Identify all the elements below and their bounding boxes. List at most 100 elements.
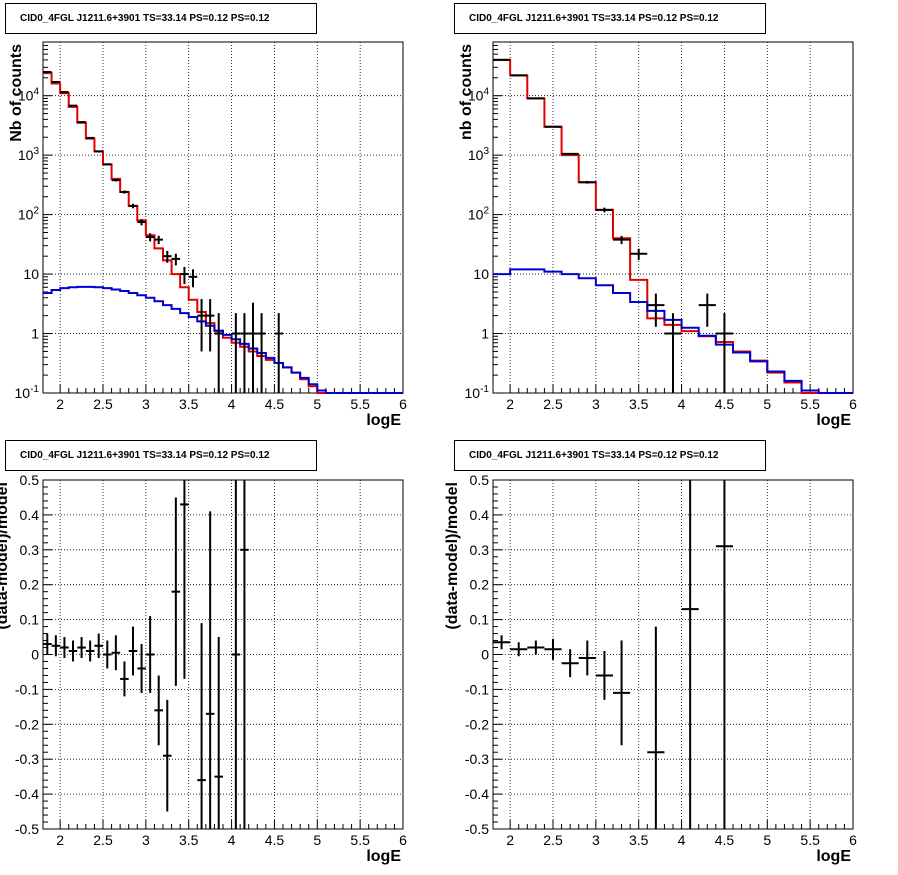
y-tick-label: 0.3 bbox=[470, 542, 490, 558]
y-tick-label: 103 bbox=[468, 146, 490, 163]
y-tick-label: -0.4 bbox=[15, 786, 39, 802]
data-point bbox=[43, 633, 52, 655]
x-tick-label: 4 bbox=[678, 832, 686, 848]
y-tick-label: -0.5 bbox=[15, 821, 39, 837]
data-point bbox=[103, 640, 112, 669]
data-point bbox=[163, 699, 172, 812]
x-tick-label: 3.5 bbox=[179, 832, 199, 848]
series-line-red bbox=[43, 72, 403, 394]
data-point bbox=[85, 136, 95, 139]
data-point bbox=[171, 497, 181, 686]
y-tick-label: 0.3 bbox=[20, 542, 40, 558]
series-line-blue bbox=[43, 285, 403, 394]
x-axis-label: logE bbox=[366, 848, 401, 865]
y-tick-label: 10-1 bbox=[15, 384, 40, 401]
y-tick-label: 0 bbox=[31, 647, 39, 663]
x-tick-label: 3.5 bbox=[629, 396, 649, 412]
x-tick-label: 5 bbox=[313, 832, 321, 848]
data-point bbox=[68, 640, 78, 662]
y-tick-label: 10 bbox=[23, 266, 39, 282]
x-tick-label: 5 bbox=[313, 396, 321, 412]
data-point bbox=[137, 219, 146, 226]
y-tick-label: 0.1 bbox=[20, 612, 40, 628]
x-tick-label: 2 bbox=[56, 832, 64, 848]
y-tick-label: 0 bbox=[481, 647, 489, 663]
x-tick-label: 5.5 bbox=[350, 396, 370, 412]
y-axis-label: (data-model)/model bbox=[0, 482, 11, 630]
y-axis-label: nb of counts bbox=[458, 44, 475, 140]
y-tick-label: 1 bbox=[31, 326, 39, 342]
y-tick-label: -0.1 bbox=[465, 681, 489, 697]
panel-title-bottom-right: CID0_4FGL J1211.6+3901 TS=33.14 PS=0.12 … bbox=[454, 440, 766, 471]
y-tick-label: 0.4 bbox=[20, 507, 40, 523]
x-tick-label: 5 bbox=[763, 396, 771, 412]
x-tick-label: 5.5 bbox=[800, 832, 820, 848]
y-tick-label: 0.2 bbox=[20, 577, 40, 593]
data-point bbox=[214, 637, 223, 829]
data-point bbox=[561, 152, 579, 155]
x-tick-label: 5.5 bbox=[350, 832, 370, 848]
panel-title-top-left: CID0_4FGL J1211.6+3901 TS=33.14 PS=0.12 … bbox=[5, 3, 317, 34]
data-point bbox=[145, 616, 155, 693]
y-axis-label: Nb of counts bbox=[8, 44, 25, 142]
x-tick-label: 2.5 bbox=[93, 832, 113, 848]
data-point bbox=[664, 313, 682, 393]
panel-title-top-right: CID0_4FGL J1211.6+3901 TS=33.14 PS=0.12 … bbox=[454, 3, 766, 34]
data-point bbox=[163, 250, 172, 263]
panel-title-bottom-left: CID0_4FGL J1211.6+3901 TS=33.14 PS=0.12 … bbox=[5, 440, 317, 471]
x-tick-label: 3.5 bbox=[629, 832, 649, 848]
data-point bbox=[154, 675, 163, 746]
data-point bbox=[493, 635, 511, 650]
y-tick-label: 0.1 bbox=[470, 612, 490, 628]
data-point bbox=[595, 651, 613, 700]
data-point bbox=[77, 637, 86, 658]
y-tick-label: 0.5 bbox=[470, 472, 490, 488]
data-point bbox=[231, 313, 241, 393]
data-point bbox=[715, 313, 733, 393]
data-point bbox=[214, 313, 223, 393]
data-point bbox=[111, 635, 121, 671]
data-point bbox=[698, 293, 716, 327]
data-point bbox=[94, 150, 103, 153]
x-tick-label: 2 bbox=[506, 832, 514, 848]
data-point bbox=[205, 511, 215, 829]
y-tick-label: 10 bbox=[473, 266, 489, 282]
plot-frame bbox=[42, 41, 404, 394]
data-point bbox=[205, 299, 215, 352]
data-point bbox=[578, 180, 596, 184]
data-point bbox=[647, 626, 665, 829]
data-point bbox=[647, 293, 665, 327]
x-axis-label: logE bbox=[366, 412, 401, 429]
x-tick-label: 4.5 bbox=[265, 396, 285, 412]
y-tick-label: 102 bbox=[468, 206, 490, 223]
y-tick-label: -0.5 bbox=[465, 821, 489, 837]
data-point bbox=[527, 640, 545, 655]
data-point bbox=[120, 661, 129, 697]
x-tick-label: 2.5 bbox=[543, 832, 563, 848]
data-point bbox=[120, 190, 129, 194]
x-axis-label: logE bbox=[816, 412, 851, 429]
y-tick-label: 1 bbox=[481, 326, 489, 342]
data-point bbox=[240, 480, 249, 829]
y-tick-label: 10-1 bbox=[465, 384, 490, 401]
data-point bbox=[510, 642, 528, 657]
data-point bbox=[85, 640, 95, 662]
x-tick-label: 3.5 bbox=[179, 396, 199, 412]
x-tick-label: 2 bbox=[56, 396, 64, 412]
x-tick-label: 4 bbox=[228, 396, 236, 412]
y-tick-label: 0.5 bbox=[20, 472, 40, 488]
x-tick-label: 6 bbox=[849, 832, 857, 848]
data-point bbox=[77, 121, 86, 124]
data-point bbox=[145, 233, 155, 242]
x-tick-label: 6 bbox=[399, 396, 407, 412]
data-point bbox=[180, 480, 189, 679]
data-point bbox=[197, 299, 206, 352]
data-point bbox=[715, 480, 733, 829]
data-point bbox=[197, 623, 206, 829]
y-tick-label: -0.2 bbox=[15, 716, 39, 732]
data-point bbox=[561, 649, 579, 678]
data-point bbox=[613, 640, 631, 746]
